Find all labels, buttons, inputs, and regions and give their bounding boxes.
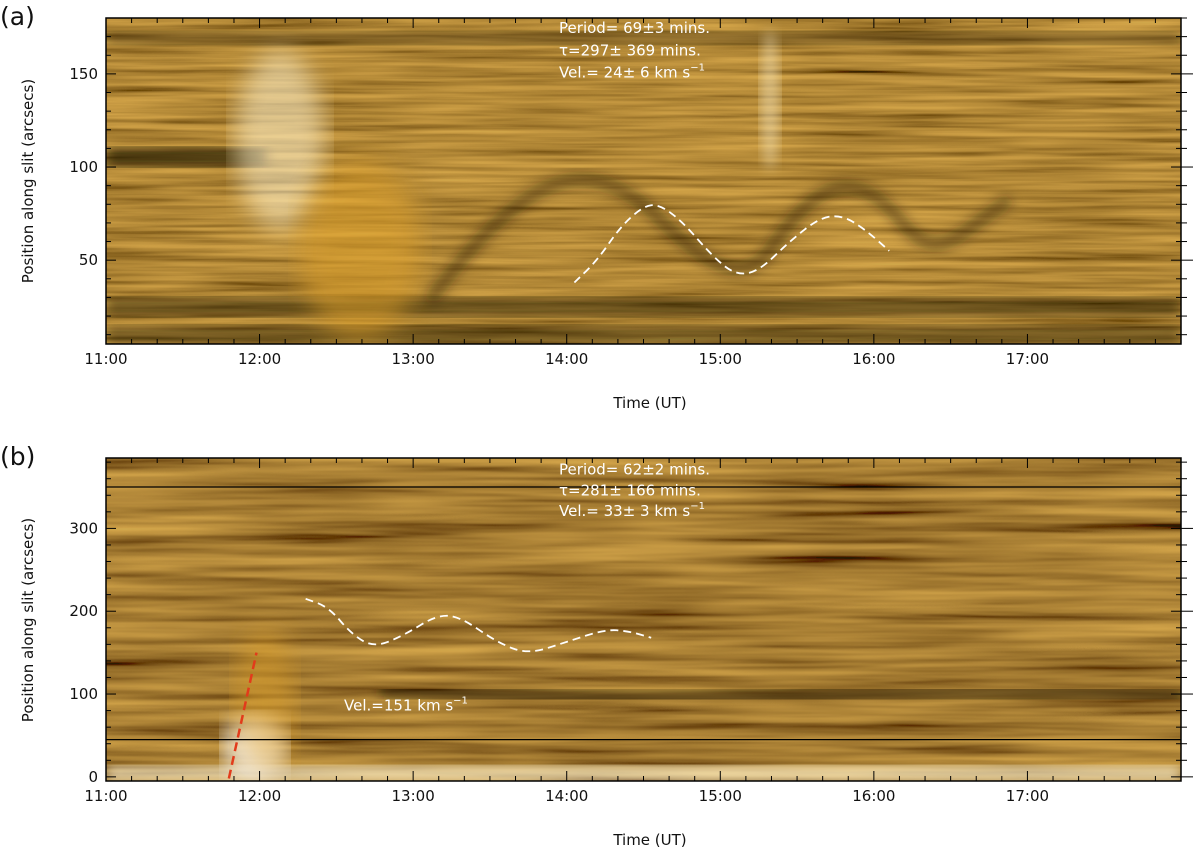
panel-a-x-axis-title: Time (UT): [612, 394, 686, 412]
panel-b-x-tick-label: 12:00: [238, 787, 281, 805]
panel-b-label: (b): [0, 442, 35, 471]
panel-a-x-tick-label: 11:00: [84, 350, 127, 368]
panel-a-x-tick-label: 12:00: [238, 350, 281, 368]
panel-a-x-tick-label: 15:00: [699, 350, 742, 368]
panel-b-annotation: Vel.=151 km s−1: [344, 696, 468, 715]
panel-a-annotation: τ=297± 369 mins.: [559, 41, 701, 59]
panel-b-annotation: Period= 62±2 mins.: [559, 461, 710, 479]
panel-a-image: [106, 18, 1181, 344]
panel-a-annotation: Period= 69±3 mins.: [559, 19, 710, 37]
panel-b-y-tick-label: 0: [88, 768, 98, 786]
panel-b-x-tick-label: 15:00: [699, 787, 742, 805]
panel-a-y-tick-label: 100: [69, 158, 98, 176]
panel-b-image: [106, 458, 1181, 781]
panel-a: 11:00 12:00 13:00 14:00 15:00 16:00 17:00 50 100…: [0, 2, 1193, 412]
panel-b-y-tick-label: 300: [69, 519, 98, 537]
panel-a-x-tick-label: 14:00: [545, 350, 588, 368]
panel-b-fit-curve: [305, 597, 652, 653]
panel-b-y-tick-label: 100: [69, 685, 98, 703]
panel-a-x-tick-label: 16:00: [852, 350, 895, 368]
panel-b-y-axis-title: Position along slit (arcsecs): [19, 518, 37, 722]
panel-a-x-tick-label: 13:00: [392, 350, 435, 368]
panel-b-x-axis-title: Time (UT): [612, 831, 686, 849]
panel-b: 11:00 12:00 13:00 14:00 15:00 16:00 17:00 0 100 2…: [0, 442, 1193, 849]
panel-a-fit-curve: [573, 204, 890, 284]
panel-a-x-tick-label: 17:00: [1006, 350, 1049, 368]
panel-a-y-tick-label: 50: [79, 251, 98, 269]
panel-b-velocity-fit-line: [227, 652, 258, 779]
panel-b-x-tick-label: 11:00: [84, 787, 127, 805]
panel-a-y-axis-title: Position along slit (arcsecs): [19, 79, 37, 283]
panel-b-x-tick-label: 13:00: [392, 787, 435, 805]
panel-a-y-tick-label: 150: [69, 65, 98, 83]
panel-b-annotation: τ=281± 166 mins.: [559, 481, 701, 499]
panel-b-annotation: Vel.= 33± 3 km s−1: [559, 501, 705, 520]
panel-b-x-tick-label: 16:00: [852, 787, 895, 805]
panel-b-x-tick-label: 17:00: [1006, 787, 1049, 805]
panel-a-annotation: Vel.= 24± 6 km s−1: [559, 63, 705, 82]
panel-b-y-tick-label: 200: [69, 602, 98, 620]
panel-b-x-tick-label: 14:00: [545, 787, 588, 805]
panel-a-label: (a): [0, 2, 35, 31]
